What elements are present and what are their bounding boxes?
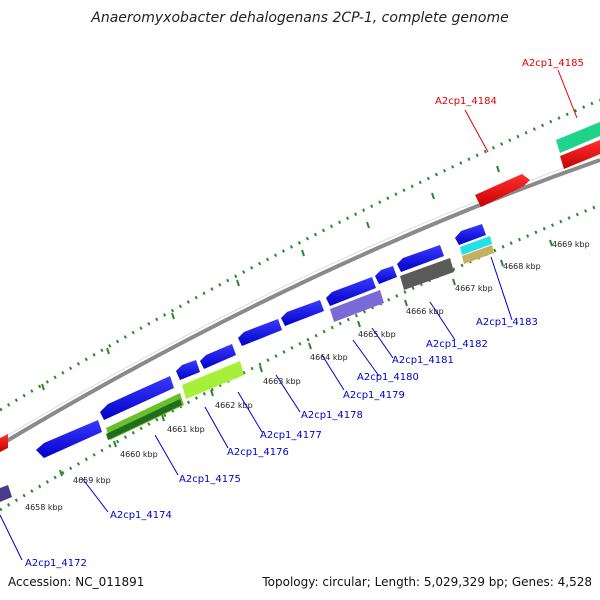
gene-feature xyxy=(397,245,444,272)
tick-label: 4659 kbp xyxy=(73,476,111,485)
gene-label: A2cp1_4181 xyxy=(392,355,454,366)
tick-label: 4664 kbp xyxy=(310,353,348,362)
tick-label: 4666 kbp xyxy=(406,307,444,316)
accession-text: Accession: NC_011891 xyxy=(8,575,144,589)
tick-label: 4662 kbp xyxy=(215,401,253,410)
reverse-strand-features xyxy=(0,224,494,502)
gene-label: A2cp1_4175 xyxy=(179,474,241,485)
gene-label: A2cp1_4180 xyxy=(357,372,419,383)
tick-label: 4661 kbp xyxy=(167,425,205,434)
gene-feature xyxy=(281,300,324,326)
gene-label: A2cp1_4183 xyxy=(476,317,538,328)
gene-feature xyxy=(36,420,102,458)
tick-label: 4660 kbp xyxy=(120,450,158,459)
tick-label: 4658 kbp xyxy=(25,503,63,512)
gene-labels: A2cp1_4185 A2cp1_4184 A2cp1_4183 A2cp1_4… xyxy=(25,58,584,569)
gene-feature xyxy=(455,224,486,245)
gene-feature xyxy=(400,258,454,290)
genome-summary-text: Topology: circular; Length: 5,029,329 bp… xyxy=(261,575,592,589)
gene-label: A2cp1_4174 xyxy=(110,510,172,521)
gene-feature xyxy=(460,236,492,255)
gene-label: A2cp1_4177 xyxy=(260,430,322,441)
gene-feature xyxy=(0,434,8,452)
gene-label: A2cp1_4178 xyxy=(301,410,363,421)
gene-feature xyxy=(326,277,376,306)
gene-label: A2cp1_4172 xyxy=(25,558,87,569)
inner-ruler-ticks xyxy=(59,239,553,477)
gene-feature xyxy=(106,399,182,440)
tick-label: 4663 kbp xyxy=(263,377,301,386)
gene-leader-lines xyxy=(0,256,513,561)
gene-feature xyxy=(182,361,244,399)
tick-label: 4668 kbp xyxy=(503,262,541,271)
forward-strand-features xyxy=(0,122,600,452)
gene-feature xyxy=(375,266,397,284)
gene-label: A2cp1_4184 xyxy=(435,96,497,107)
gene-feature xyxy=(176,360,200,380)
gene-feature xyxy=(238,319,282,346)
inner-ruler xyxy=(0,203,600,512)
gene-label: A2cp1_4185 xyxy=(522,58,584,69)
gene-feature xyxy=(462,245,494,264)
gene-label: A2cp1_4182 xyxy=(426,339,488,350)
gene-feature xyxy=(556,122,600,153)
gene-feature xyxy=(200,344,236,369)
outer-ruler-ticks xyxy=(41,137,565,391)
gene-feature xyxy=(560,140,600,169)
gene-feature xyxy=(475,174,530,207)
gene-feature xyxy=(0,485,12,502)
tick-label: 4667 kbp xyxy=(455,284,493,293)
gene-feature xyxy=(330,290,384,322)
gene-feature xyxy=(100,376,174,420)
genome-backbone xyxy=(0,158,600,447)
gene-label: A2cp1_4176 xyxy=(227,447,289,458)
genome-backbone-highlight xyxy=(0,154,600,441)
tick-label: 4669 kbp xyxy=(552,240,590,249)
gene-label: A2cp1_4179 xyxy=(343,390,405,401)
gene-leader-lines-forward xyxy=(464,69,578,153)
map-title: Anaeromyxobacter dehalogenans 2CP-1, com… xyxy=(90,10,508,26)
outer-ruler xyxy=(0,98,600,412)
